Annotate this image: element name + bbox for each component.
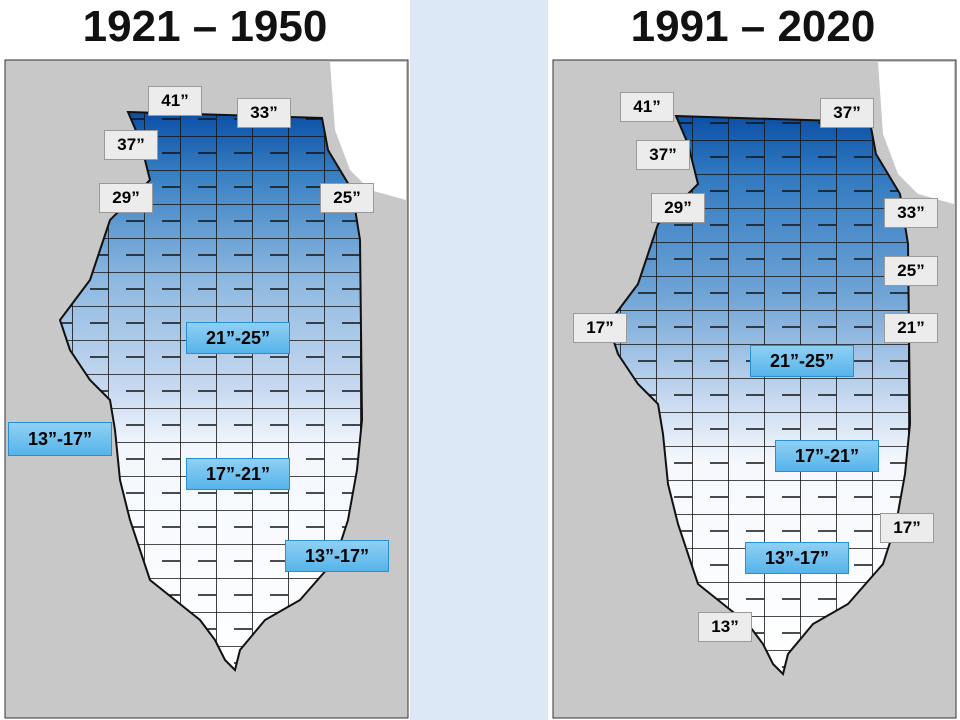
contour-label: 29”: [651, 193, 705, 223]
range-label: 13”-17”: [285, 540, 389, 572]
map-right: [552, 59, 957, 719]
range-label: 17”-21”: [186, 458, 290, 490]
contour-label: 25”: [884, 256, 938, 286]
range-label: 13”-17”: [745, 542, 849, 574]
range-label: 21”-25”: [186, 322, 290, 354]
contour-label: 41”: [148, 86, 202, 116]
contour-label: 17”: [573, 313, 627, 343]
range-label: 17”-21”: [775, 440, 879, 472]
contour-label: 21”: [884, 313, 938, 343]
contour-label: 33”: [237, 98, 291, 128]
contour-label: 13”: [698, 612, 752, 642]
contour-label: 41”: [620, 92, 674, 122]
contour-label: 25”: [320, 183, 374, 213]
range-label: 21”-25”: [750, 345, 854, 377]
contour-label: 37”: [104, 130, 158, 160]
map-left: [4, 59, 409, 719]
contour-label: 33”: [884, 198, 938, 228]
contour-label: 29”: [99, 183, 153, 213]
title: 1921 – 1950: [82, 2, 328, 51]
title: 1991 – 2020: [630, 2, 876, 51]
contour-label: 17”: [880, 513, 934, 543]
contour-label: 37”: [820, 98, 874, 128]
divider: [410, 0, 548, 720]
contour-label: 37”: [636, 140, 690, 170]
range-label: 13”-17”: [8, 422, 112, 456]
